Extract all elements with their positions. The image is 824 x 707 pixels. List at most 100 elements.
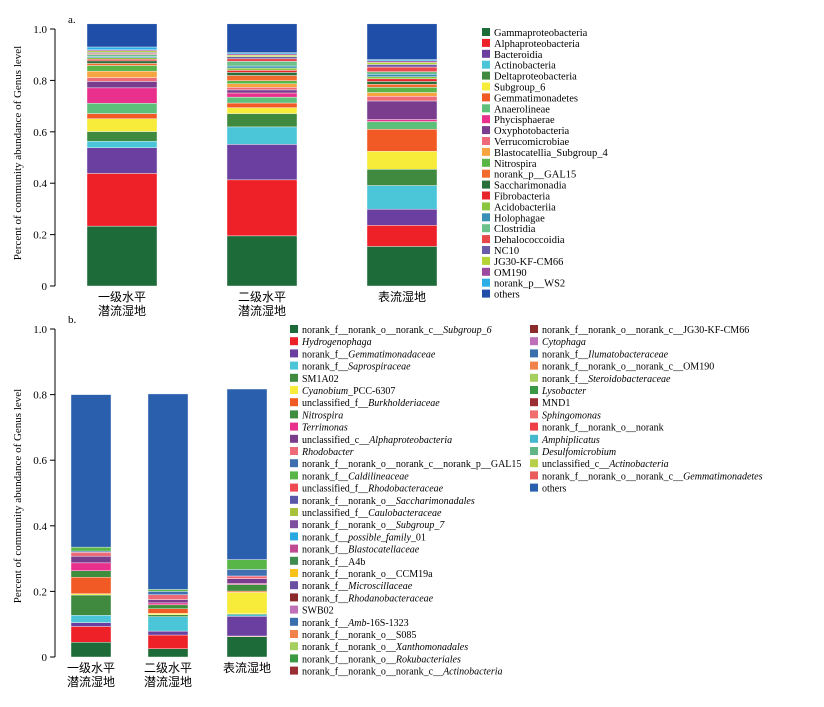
panel-a-bar-segment (226, 126, 298, 145)
panel-a-bar-segment (86, 113, 158, 119)
panel-b-legend-swatch (290, 349, 298, 358)
panel-a-bar-segment (226, 89, 298, 94)
panel-b-legend-swatch (290, 386, 298, 394)
panel-a-category-label: 二级水平 (238, 290, 286, 304)
panel-b-bar-segment (70, 594, 112, 616)
panel-a-legend-swatch (482, 202, 490, 211)
panel-a-legend-label: Bacteroidia (494, 50, 543, 61)
panel-a-bar-stack (366, 23, 438, 287)
panel-b-legend-label: SM1A02 (302, 374, 339, 385)
panel-a-legend-label: Anaerolineae (494, 104, 550, 115)
panel-b-legend-label: Cyanobium_PCC-6307 (302, 386, 395, 397)
panel-a-legend-swatch (482, 224, 490, 233)
panel-b-legend-label: unclassified_f__Burkholderiaceae (302, 398, 440, 409)
panel-a-y-tick-label: 0 (42, 281, 48, 293)
panel-a-bar-segment (226, 144, 298, 181)
panel-a-legend-swatch (482, 60, 490, 69)
panel-a-legend-swatch (482, 246, 490, 254)
panel-a-bar-segment (86, 59, 158, 62)
panel-b-bar-segment (70, 562, 112, 571)
panel-b-bar-segment (147, 608, 189, 614)
panel-a-bar-segment (366, 119, 438, 122)
panel-b-legend-label: others (542, 484, 567, 495)
panel-b-legend-swatch (290, 325, 298, 333)
panel-b-legend-label: Terrimonas (302, 423, 348, 434)
panel-b-legend-swatch (290, 520, 298, 529)
panel-a-bar-segment (366, 66, 438, 72)
panel-a-bar-segment (366, 84, 438, 88)
panel-b-bar-segment (226, 388, 268, 560)
panel-a-bar-segment (366, 96, 438, 102)
panel-a-legend-label: Acidobacteriia (494, 202, 556, 213)
panel-a-legend-swatch (482, 289, 490, 298)
panel-a-y-tick-label: 0.8 (33, 75, 47, 87)
panel-b-bar-segment (226, 578, 268, 584)
panel-a-bar-segment (366, 23, 438, 60)
panel-a-legend-label: Dehalococcoidia (494, 235, 565, 246)
panel-b-bar-segment (70, 552, 112, 557)
panel-b-legend-swatch (290, 447, 298, 455)
panel-a-bar-segment (226, 107, 298, 114)
panel-b-legend-label: Desulfomicrobium (541, 447, 616, 458)
panel-a-category-label-line2: 潜流湿地 (98, 303, 146, 318)
panel-a-legend-swatch (482, 49, 490, 58)
panel-a-legend-label: norank_p__GAL15 (494, 170, 576, 181)
panel-a-bar-segment (226, 87, 298, 91)
panel-b-bar-segment (147, 614, 189, 617)
panel-a-bar-segment (86, 54, 158, 57)
panel-a-legend-label: Gemmatimonadetes (494, 93, 578, 104)
panel-b-bar-segment (70, 577, 112, 594)
panel-a-bar-segment (226, 61, 298, 67)
panel-a-bar-segment (226, 75, 298, 81)
panel-a-legend-swatch (482, 38, 490, 47)
panel-b-bar-segment (147, 602, 189, 606)
panel-b-legend-swatch (290, 422, 298, 431)
panel-a-legend-label: Fibrobacteria (494, 192, 550, 203)
panel-b-legend-swatch (290, 471, 298, 480)
panel-b-legend-label: norank_f__norank_o__Xanthomonadales (302, 642, 468, 653)
panel-b-legend-label: norank_f__Rhodanobacteraceae (302, 593, 434, 604)
panel-b-legend-label: norank_f__norank_o__norank (542, 423, 664, 434)
panel-a-y-tick-label: 0.2 (33, 230, 47, 242)
panel-b-legend-column-1: norank_f__norank_o__norank_c__Subgroup_6… (290, 325, 521, 678)
panel-a: a. Percent of community abundance of Gen… (12, 14, 608, 318)
panel-b-bar-segment (226, 614, 268, 617)
panel-a-category-label-line2: 潜流湿地 (238, 303, 286, 318)
panel-b-bar-segment (226, 575, 268, 579)
panel-b-category-label-line2: 潜流湿地 (67, 674, 115, 689)
panel-b-legend-label: norank_f__Steroidobacteraceae (542, 374, 671, 385)
panel-a-bar-segment (366, 121, 438, 130)
panel-a-legend-swatch (482, 126, 490, 135)
panel-b-bar-segment (147, 630, 189, 636)
panel-a-bar-segment (366, 87, 438, 93)
panel-b-legend-label: unclassified_f__Rhodobacteraceae (302, 484, 444, 495)
panel-b-legend-swatch (290, 483, 298, 492)
panel-a-bar-segment (226, 67, 298, 71)
panel-b-legend-swatch (290, 654, 298, 663)
panel-a-legend-label: Subgroup_6 (494, 83, 545, 94)
panel-a-bar-stack (86, 23, 158, 287)
panel-a-legend-swatch (482, 235, 490, 244)
panel-a-bar-segment (226, 65, 298, 69)
panel-b-legend-swatch (290, 569, 298, 577)
panel-b-legend-swatch (290, 556, 298, 565)
panel-a-axis: 0 0.2 0.4 0.6 0.8 1.0 (33, 24, 56, 293)
panel-b-bar-stack (147, 393, 189, 658)
panel-b-legend-label: unclassified_f__Caulobacteraceae (302, 508, 442, 519)
panel-a-letter: a. (68, 14, 76, 26)
panel-a-bar-segment (86, 46, 158, 51)
panel-b-legend-label: norank_f__Gemmatimonadaceae (302, 349, 436, 360)
panel-b-legend-swatch (290, 459, 298, 468)
panel-a-legend-label: Oxyphotobacteria (494, 126, 570, 137)
panel-b-legend-label: norank_f__norank_o__Saccharimonadales (302, 496, 475, 507)
panel-a-legend-label: Phycisphaerae (494, 115, 555, 126)
panel-a-legend-swatch (482, 180, 490, 189)
panel-a-bar-segment (226, 102, 298, 108)
panel-a-legend-swatch (482, 104, 490, 113)
panel-b-legend-swatch (290, 508, 298, 516)
panel-b-legend-label: norank_f__possible_family_01 (302, 532, 426, 543)
panel-b-legend-label: MND1 (542, 398, 570, 409)
panel-b-legend-label: norank_f__Microscillaceae (302, 581, 413, 592)
panel-b-y-tick-label: 0 (42, 652, 48, 664)
panel-a-legend-label: NC10 (494, 246, 519, 257)
